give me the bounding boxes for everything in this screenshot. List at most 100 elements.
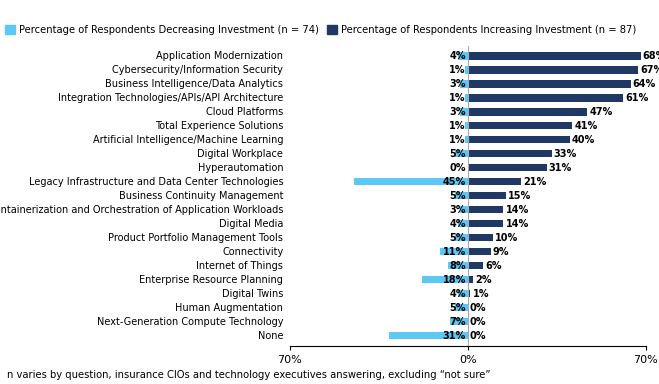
- Text: 67%: 67%: [641, 65, 659, 75]
- Bar: [455, 234, 468, 242]
- Text: 47%: 47%: [589, 107, 613, 117]
- Bar: [458, 290, 468, 298]
- Bar: [422, 276, 468, 283]
- Text: 15%: 15%: [508, 191, 531, 201]
- Text: 6%: 6%: [485, 261, 501, 271]
- Text: 64%: 64%: [633, 79, 656, 89]
- Bar: [460, 206, 468, 214]
- Legend: Percentage of Respondents Decreasing Investment (n = 74), Percentage of Responde: Percentage of Respondents Decreasing Inv…: [5, 25, 636, 35]
- Bar: [353, 178, 468, 185]
- Text: 4%: 4%: [449, 219, 466, 229]
- Text: 5%: 5%: [449, 149, 466, 159]
- Text: Cloud Platforms: Cloud Platforms: [206, 107, 283, 117]
- Bar: [468, 80, 631, 88]
- Bar: [465, 66, 468, 73]
- Text: Containerization and Orchestration of Application Workloads: Containerization and Orchestration of Ap…: [0, 205, 283, 215]
- Text: 40%: 40%: [571, 135, 595, 145]
- Bar: [468, 108, 587, 116]
- Bar: [468, 164, 547, 172]
- Bar: [468, 290, 471, 298]
- Text: 1%: 1%: [449, 135, 466, 145]
- Text: 14%: 14%: [505, 219, 529, 229]
- Text: 5%: 5%: [449, 191, 466, 201]
- Text: Artificial Intelligence/Machine Learning: Artificial Intelligence/Machine Learning: [93, 135, 283, 145]
- Text: Business Continuity Management: Business Continuity Management: [119, 191, 283, 201]
- Text: 18%: 18%: [442, 275, 466, 285]
- Bar: [468, 192, 506, 199]
- Bar: [468, 234, 494, 242]
- Text: 41%: 41%: [574, 121, 598, 131]
- Text: 0%: 0%: [470, 331, 486, 341]
- Text: Business Intelligence/Data Analytics: Business Intelligence/Data Analytics: [105, 79, 283, 89]
- Text: Digital Media: Digital Media: [219, 219, 283, 229]
- Text: 7%: 7%: [449, 317, 466, 327]
- Text: Total Experience Solutions: Total Experience Solutions: [155, 121, 283, 131]
- Text: 68%: 68%: [643, 51, 659, 61]
- Text: 9%: 9%: [493, 247, 509, 257]
- Bar: [468, 122, 572, 129]
- Bar: [468, 94, 623, 101]
- Text: Next-Generation Compute Technology: Next-Generation Compute Technology: [97, 317, 283, 327]
- Text: Internet of Things: Internet of Things: [196, 261, 283, 271]
- Text: 0%: 0%: [449, 163, 466, 173]
- Text: n varies by question, insurance CIOs and technology executives answering, exclud: n varies by question, insurance CIOs and…: [7, 370, 490, 380]
- Text: 11%: 11%: [443, 247, 466, 257]
- Text: Human Augmentation: Human Augmentation: [175, 303, 283, 313]
- Text: Legacy Infrastructure and Data Center Technologies: Legacy Infrastructure and Data Center Te…: [29, 177, 283, 187]
- Bar: [468, 150, 552, 157]
- Text: None: None: [258, 331, 283, 341]
- Bar: [468, 248, 491, 255]
- Text: 5%: 5%: [449, 233, 466, 243]
- Bar: [455, 150, 468, 157]
- Text: 10%: 10%: [496, 233, 519, 243]
- Bar: [389, 332, 468, 339]
- Bar: [447, 262, 468, 270]
- Text: 31%: 31%: [443, 331, 466, 341]
- Text: Connectivity: Connectivity: [222, 247, 283, 257]
- Text: 4%: 4%: [449, 289, 466, 299]
- Bar: [468, 178, 521, 185]
- Text: Enterprise Resource Planning: Enterprise Resource Planning: [140, 275, 283, 285]
- Text: 1%: 1%: [449, 121, 466, 131]
- Text: 33%: 33%: [554, 149, 577, 159]
- Text: 14%: 14%: [505, 205, 529, 215]
- Text: Hyperautomation: Hyperautomation: [198, 163, 283, 173]
- Bar: [455, 192, 468, 199]
- Bar: [465, 94, 468, 101]
- Text: Application Modernization: Application Modernization: [156, 51, 283, 61]
- Bar: [450, 318, 468, 326]
- Text: Digital Twins: Digital Twins: [222, 289, 283, 299]
- Text: 0%: 0%: [470, 303, 486, 313]
- Text: Cybersecurity/Information Security: Cybersecurity/Information Security: [113, 65, 283, 75]
- Bar: [440, 248, 468, 255]
- Text: 21%: 21%: [523, 177, 546, 187]
- Text: 31%: 31%: [549, 163, 572, 173]
- Text: 1%: 1%: [449, 93, 466, 103]
- Text: 2%: 2%: [475, 275, 492, 285]
- Text: Integration Technologies/APIs/API Architecture: Integration Technologies/APIs/API Archit…: [58, 93, 283, 103]
- Bar: [460, 108, 468, 116]
- Text: 4%: 4%: [449, 51, 466, 61]
- Text: 1%: 1%: [473, 289, 489, 299]
- Bar: [468, 262, 483, 270]
- Bar: [468, 220, 503, 227]
- Text: 1%: 1%: [449, 65, 466, 75]
- Text: 0%: 0%: [470, 317, 486, 327]
- Text: Product Portfolio Management Tools: Product Portfolio Management Tools: [109, 233, 283, 243]
- Bar: [458, 52, 468, 60]
- Text: 5%: 5%: [449, 303, 466, 313]
- Bar: [465, 122, 468, 129]
- Text: Digital Workplace: Digital Workplace: [198, 149, 283, 159]
- Bar: [460, 80, 468, 88]
- Text: 45%: 45%: [443, 177, 466, 187]
- Bar: [468, 136, 569, 144]
- Bar: [468, 52, 641, 60]
- Bar: [468, 206, 503, 214]
- Text: 3%: 3%: [449, 107, 466, 117]
- Bar: [455, 304, 468, 311]
- Bar: [458, 220, 468, 227]
- Text: 3%: 3%: [449, 79, 466, 89]
- Text: 61%: 61%: [625, 93, 648, 103]
- Text: 3%: 3%: [449, 205, 466, 215]
- Bar: [465, 136, 468, 144]
